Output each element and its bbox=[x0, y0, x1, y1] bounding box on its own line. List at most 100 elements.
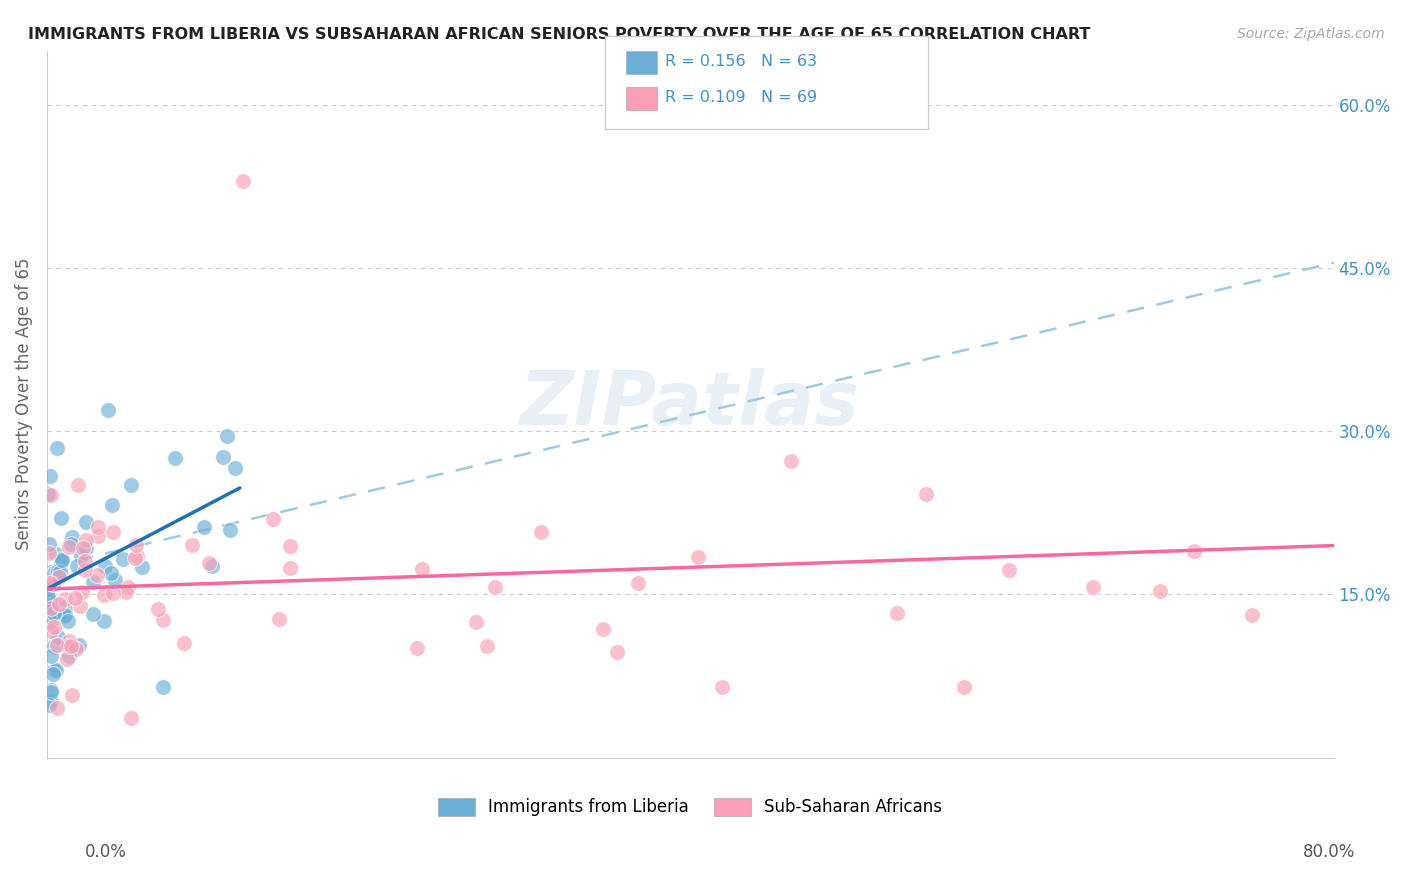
Point bbox=[111, 552, 134, 566]
Point bbox=[37, 487, 59, 501]
Point bbox=[49, 552, 72, 566]
Point bbox=[72, 541, 94, 555]
Y-axis label: Seniors Poverty Over the Age of 65: Seniors Poverty Over the Age of 65 bbox=[15, 258, 32, 550]
Point bbox=[41, 667, 63, 681]
Point bbox=[63, 591, 86, 606]
Point bbox=[592, 622, 614, 636]
Point bbox=[42, 606, 65, 620]
Point bbox=[475, 639, 498, 653]
Point bbox=[39, 469, 62, 483]
Point bbox=[998, 563, 1021, 577]
Point bbox=[529, 525, 551, 540]
Point bbox=[406, 640, 429, 655]
Point bbox=[45, 548, 67, 562]
Point bbox=[232, 174, 254, 188]
Point bbox=[411, 562, 433, 576]
Point bbox=[38, 698, 60, 713]
Point bbox=[212, 450, 235, 465]
Point bbox=[51, 553, 73, 567]
Point bbox=[165, 450, 187, 465]
Point bbox=[48, 597, 70, 611]
Point bbox=[93, 588, 115, 602]
Point bbox=[87, 520, 110, 534]
Point bbox=[37, 599, 59, 613]
Point bbox=[39, 576, 62, 591]
Point bbox=[51, 556, 73, 570]
Point bbox=[224, 461, 246, 475]
Point bbox=[70, 585, 93, 599]
Point bbox=[69, 599, 91, 614]
Point bbox=[125, 538, 148, 552]
Point bbox=[124, 551, 146, 566]
Point bbox=[262, 512, 284, 526]
Point bbox=[56, 614, 79, 628]
Point bbox=[42, 574, 65, 589]
Point bbox=[97, 402, 120, 417]
Point bbox=[75, 515, 97, 529]
Point bbox=[56, 652, 79, 666]
Point bbox=[53, 608, 76, 623]
Point bbox=[73, 562, 96, 576]
Point bbox=[60, 530, 83, 544]
Point bbox=[49, 565, 72, 579]
Point bbox=[886, 606, 908, 620]
Point bbox=[711, 680, 734, 694]
Point bbox=[464, 615, 486, 629]
Point bbox=[1081, 580, 1104, 594]
Point bbox=[86, 568, 108, 582]
Point bbox=[39, 624, 62, 639]
Point bbox=[93, 615, 115, 629]
Point bbox=[1182, 544, 1205, 558]
Point bbox=[82, 607, 104, 622]
Point bbox=[45, 663, 67, 677]
Point bbox=[48, 570, 70, 584]
Point bbox=[152, 613, 174, 627]
Point bbox=[267, 612, 290, 626]
Point bbox=[41, 694, 63, 708]
Point bbox=[120, 711, 142, 725]
Text: Source: ZipAtlas.com: Source: ZipAtlas.com bbox=[1237, 27, 1385, 41]
Text: R = 0.156   N = 63: R = 0.156 N = 63 bbox=[665, 54, 817, 69]
Point bbox=[48, 608, 70, 623]
Point bbox=[180, 538, 202, 552]
Point bbox=[278, 561, 301, 575]
Point bbox=[103, 574, 125, 588]
Text: R = 0.109   N = 69: R = 0.109 N = 69 bbox=[665, 90, 817, 104]
Point bbox=[44, 620, 66, 634]
Point bbox=[100, 566, 122, 580]
Point bbox=[59, 639, 82, 653]
Point bbox=[1240, 608, 1263, 623]
Point bbox=[49, 511, 72, 525]
Point bbox=[67, 478, 90, 492]
Point bbox=[219, 524, 242, 538]
Point bbox=[686, 550, 709, 565]
Point bbox=[82, 574, 104, 589]
Point bbox=[58, 649, 80, 664]
Point bbox=[42, 577, 65, 591]
Point bbox=[779, 453, 801, 467]
Point bbox=[39, 648, 62, 663]
Point bbox=[101, 524, 124, 539]
Point bbox=[38, 536, 60, 550]
Point bbox=[41, 601, 63, 615]
Point bbox=[37, 589, 59, 603]
Point bbox=[70, 549, 93, 563]
Point bbox=[606, 645, 628, 659]
Point bbox=[53, 600, 76, 615]
Point bbox=[46, 638, 69, 652]
Point bbox=[103, 586, 125, 600]
Point bbox=[915, 487, 938, 501]
Point bbox=[53, 591, 76, 606]
Point bbox=[1149, 583, 1171, 598]
Text: 80.0%: 80.0% bbox=[1302, 843, 1355, 861]
Point bbox=[65, 559, 87, 574]
Point bbox=[42, 566, 65, 580]
Point bbox=[101, 498, 124, 512]
Point bbox=[46, 564, 69, 578]
Point bbox=[117, 580, 139, 594]
Point bbox=[37, 582, 59, 596]
Text: ZIPatlas: ZIPatlas bbox=[520, 368, 860, 441]
Point bbox=[75, 533, 97, 547]
Point bbox=[125, 549, 148, 564]
Point bbox=[148, 602, 170, 616]
